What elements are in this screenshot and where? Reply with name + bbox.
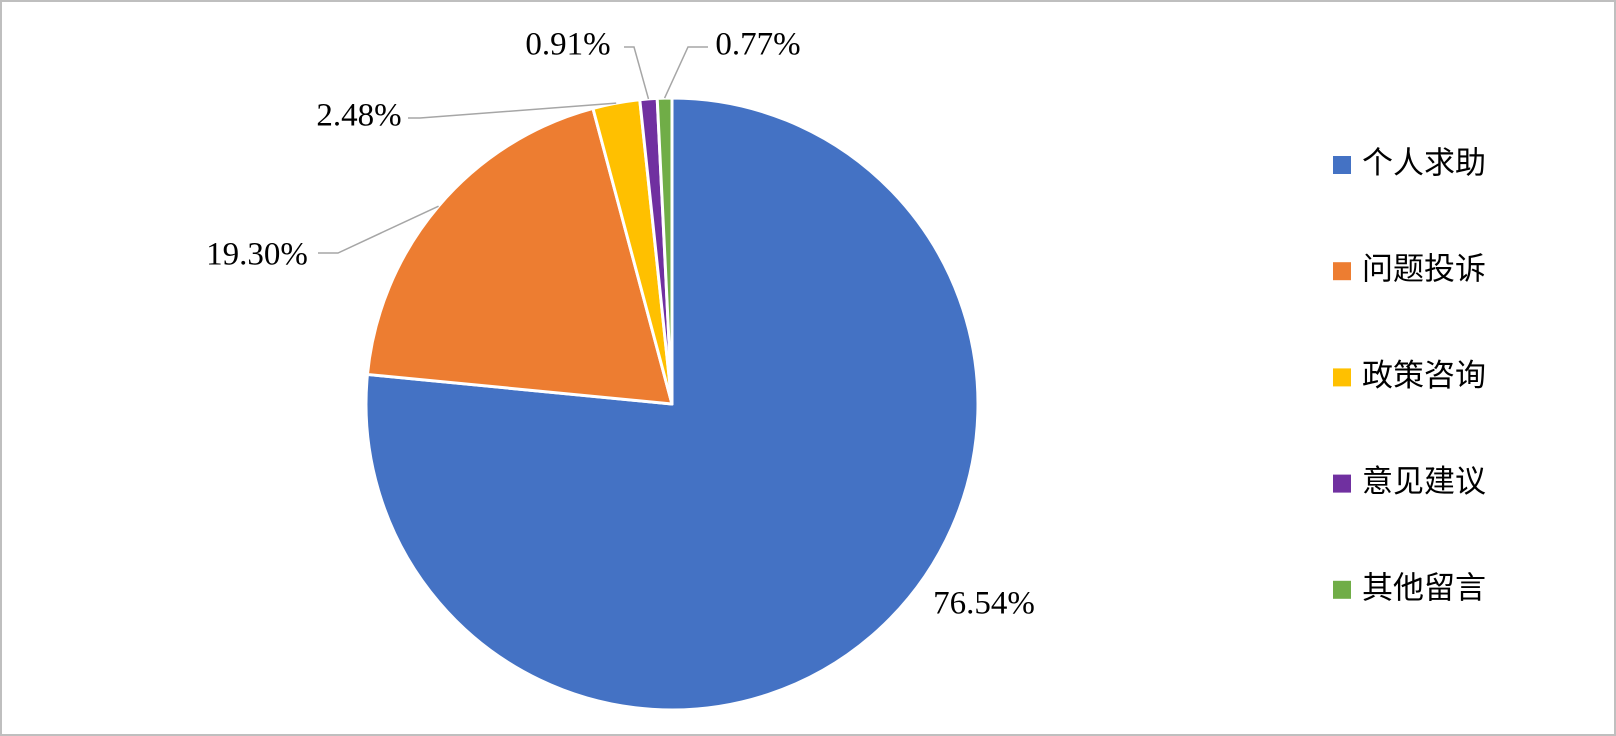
data-label: 76.54% (933, 586, 1035, 622)
legend-label: 问题投诉 (1362, 252, 1486, 288)
legend-swatch (1333, 580, 1351, 599)
leader-line (408, 102, 617, 119)
data-label: 0.77% (715, 27, 800, 63)
data-label: 0.91% (525, 27, 610, 63)
leader-line (624, 46, 650, 100)
leader-line (663, 46, 708, 99)
legend-swatch (1333, 368, 1351, 387)
legend-label: 意见建议 (1362, 464, 1486, 500)
legend-label: 其他留言 (1362, 570, 1486, 606)
legend-swatch (1333, 262, 1351, 281)
data-label: 2.48% (316, 98, 401, 134)
legend-swatch (1333, 156, 1351, 174)
leader-line (318, 205, 439, 254)
legend-label: 政策咨询 (1362, 358, 1486, 394)
legend-swatch (1333, 474, 1351, 493)
pie: 76.54% 19.30% 2.48% 0.91% 0.77% (206, 27, 1035, 712)
pie-slice (364, 96, 980, 712)
data-label: 19.30% (206, 237, 308, 273)
legend-label: 个人求助 (1362, 146, 1486, 182)
pie-slice (655, 96, 674, 406)
